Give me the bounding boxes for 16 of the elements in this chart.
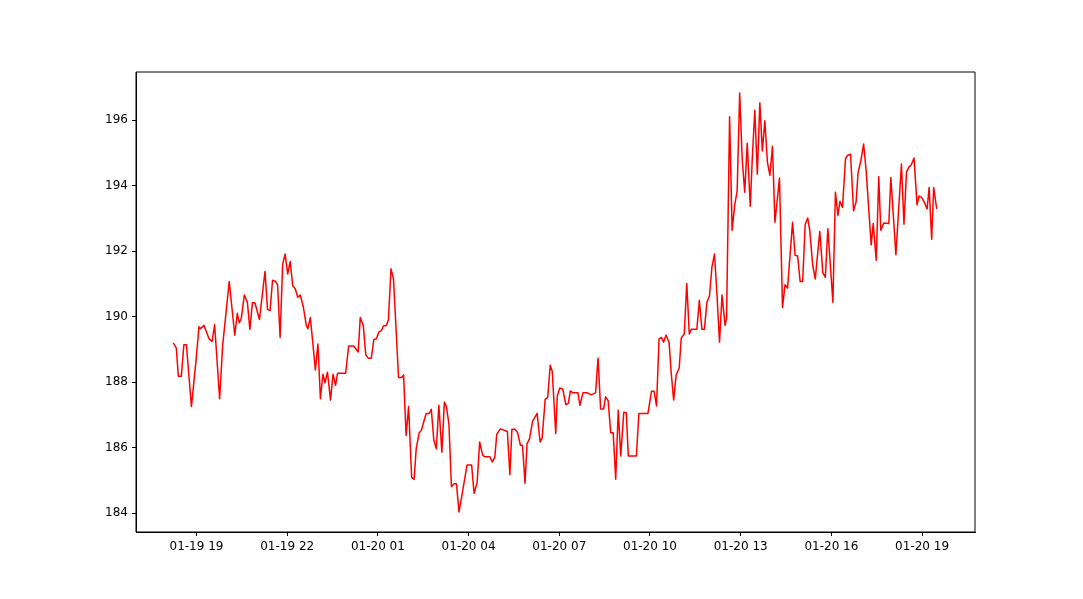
- x-tick-label: 01-20 04: [441, 539, 496, 554]
- y-tick-label: 194: [105, 177, 128, 192]
- x-tick-label: 01-20 10: [623, 539, 677, 554]
- x-tick-label: 01-20 16: [804, 539, 859, 554]
- y-tick-label: 188: [105, 374, 128, 389]
- x-tick-label: 01-19 19: [169, 539, 224, 554]
- y-tick-label: 186: [105, 439, 128, 454]
- x-tick-label: 01-19 22: [260, 539, 315, 554]
- x-tick-label: 01-20 13: [713, 539, 768, 554]
- y-tick-label: 190: [105, 308, 128, 323]
- x-tick-label: 01-20 19: [895, 539, 950, 554]
- y-tick-label: 192: [105, 243, 128, 258]
- y-tick-label: 184: [105, 505, 128, 520]
- x-tick-label: 01-20 01: [350, 539, 405, 554]
- x-tick-label: 01-20 07: [532, 539, 587, 554]
- y-tick-label: 196: [105, 112, 128, 127]
